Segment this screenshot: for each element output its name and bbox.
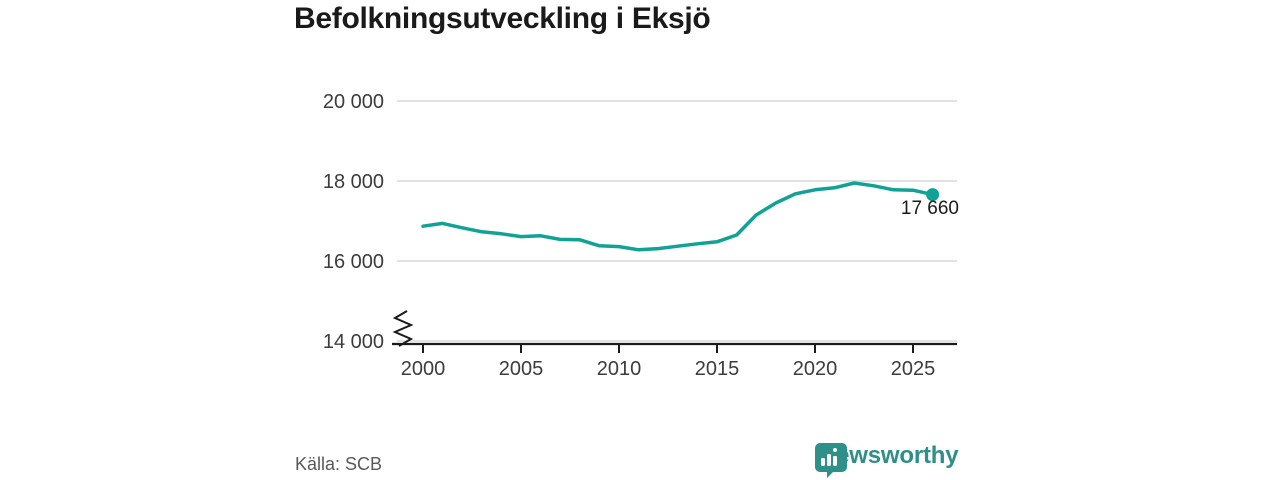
source-note: Källa: SCB xyxy=(295,454,383,474)
end-point-marker xyxy=(926,188,940,202)
end-value-label: 17 660 xyxy=(901,198,959,219)
population-line xyxy=(421,181,935,252)
y-tick-label: 16 000 xyxy=(323,251,384,273)
y-tick-label: 14 000 xyxy=(323,331,384,353)
newsworthy-brand: Newsworthy xyxy=(814,442,959,478)
x-tick-label: 2010 xyxy=(597,358,642,380)
x-tick-label: 2000 xyxy=(401,358,446,380)
y-tick-label: 18 000 xyxy=(323,171,384,193)
y-axis-labels: 20 000 18 000 16 000 14 000 xyxy=(323,91,384,353)
y-tick-label: 20 000 xyxy=(323,91,384,113)
x-tick-label: 2020 xyxy=(793,358,838,380)
x-tick-label: 2015 xyxy=(695,358,740,380)
gridlines xyxy=(397,100,957,342)
axis-break-icon xyxy=(392,310,414,347)
population-series xyxy=(421,181,940,252)
x-tick-label: 2005 xyxy=(499,358,544,380)
x-axis-ticks: 2000 2005 2010 2015 2020 2025 xyxy=(401,345,936,380)
chart-title: Befolkningsutveckling i Eksjö xyxy=(294,2,711,35)
x-tick-label: 2025 xyxy=(891,358,936,380)
